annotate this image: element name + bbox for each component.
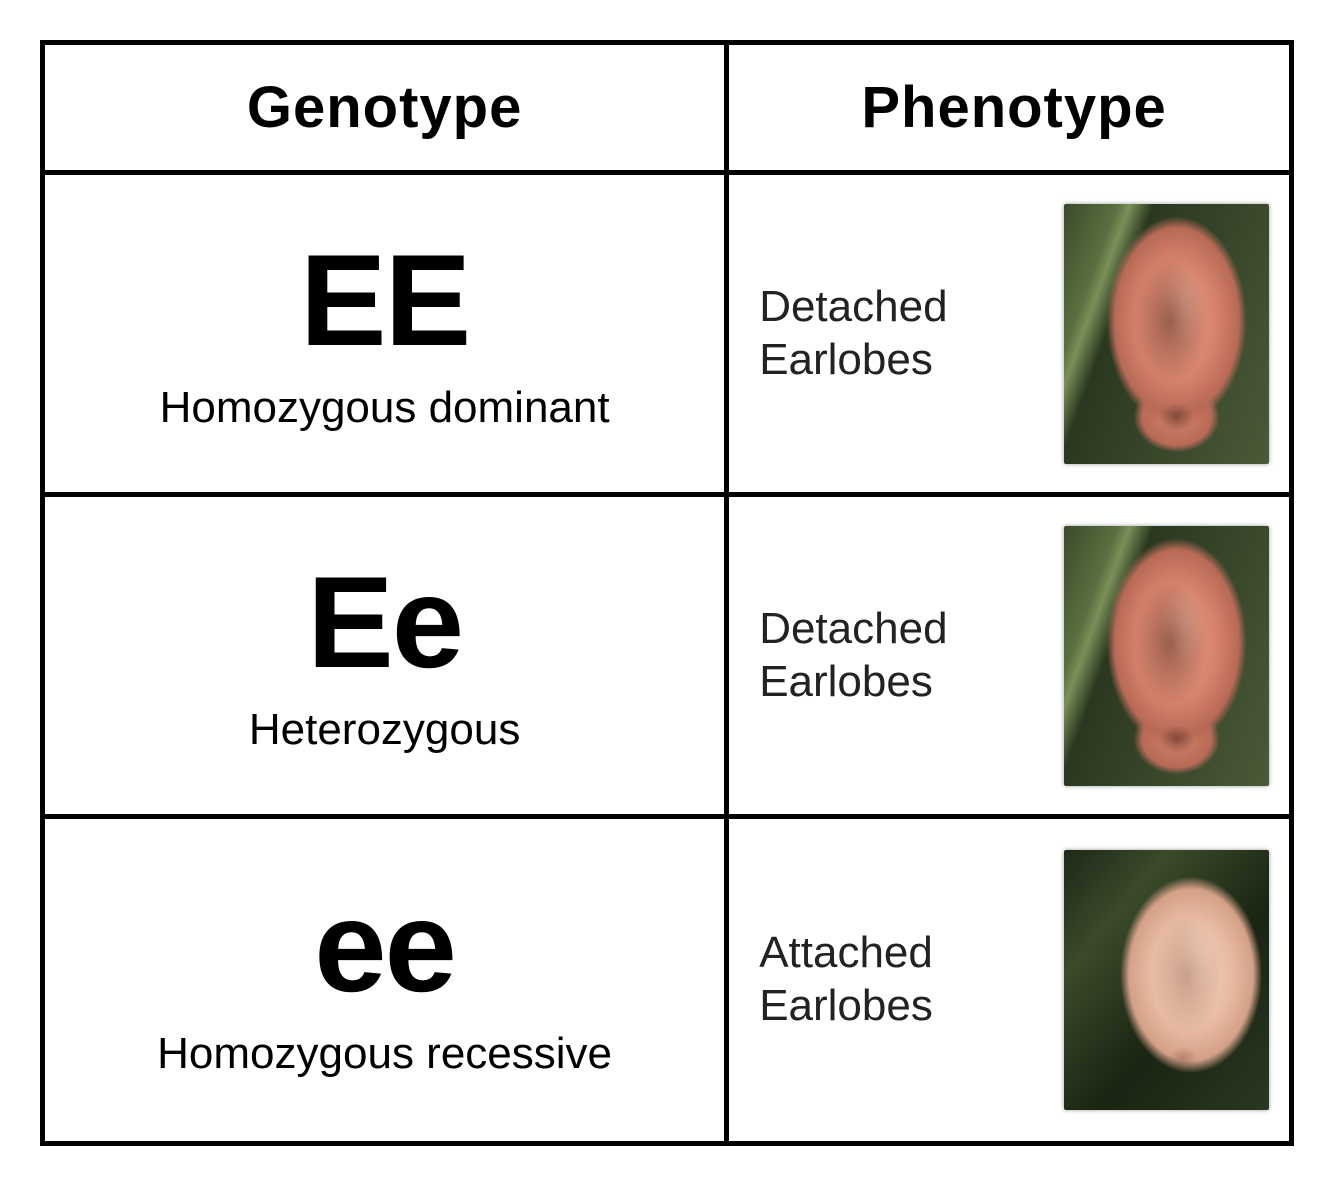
detached-ear-image: [1064, 204, 1269, 464]
table-header-row: Genotype Phenotype: [45, 45, 1289, 175]
genotype-phenotype-table: Genotype Phenotype EE Homozygous dominan…: [40, 40, 1294, 1146]
table-row: ee Homozygous recessive Attached Earlobe…: [45, 819, 1289, 1141]
genotype-code: ee: [314, 881, 455, 1011]
genotype-code: Ee: [307, 557, 462, 687]
table-row: Ee Heterozygous Detached Earlobes: [45, 497, 1289, 819]
phenotype-label: Detached Earlobes: [759, 603, 1034, 709]
phenotype-label: Detached Earlobes: [759, 281, 1034, 387]
phenotype-label: Attached Earlobes: [759, 927, 1034, 1033]
genotype-description: Homozygous dominant: [160, 383, 610, 433]
table-row: EE Homozygous dominant Detached Earlobes: [45, 175, 1289, 497]
genotype-code: EE: [300, 235, 469, 365]
phenotype-cell: Attached Earlobes: [729, 819, 1289, 1141]
phenotype-cell: Detached Earlobes: [729, 497, 1289, 814]
header-label-genotype: Genotype: [247, 74, 523, 141]
header-cell-genotype: Genotype: [45, 45, 729, 170]
attached-ear-image: [1064, 850, 1269, 1110]
genotype-cell: Ee Heterozygous: [45, 497, 729, 814]
header-cell-phenotype: Phenotype: [729, 45, 1289, 170]
detached-ear-image: [1064, 526, 1269, 786]
genotype-cell: EE Homozygous dominant: [45, 175, 729, 492]
genotype-description: Homozygous recessive: [157, 1029, 612, 1079]
genotype-description: Heterozygous: [249, 705, 520, 755]
phenotype-cell: Detached Earlobes: [729, 175, 1289, 492]
header-label-phenotype: Phenotype: [861, 74, 1167, 141]
genotype-cell: ee Homozygous recessive: [45, 819, 729, 1141]
